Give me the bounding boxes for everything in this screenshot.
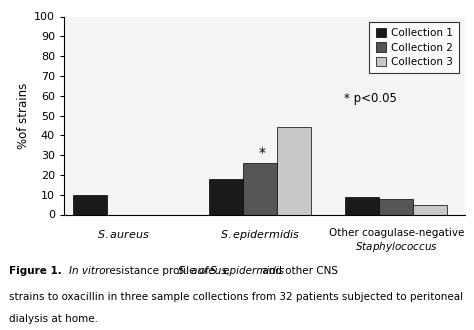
Text: *: * [258,146,265,160]
Bar [73,195,107,214]
Text: $\it{S. aureus}$: $\it{S. aureus}$ [97,228,150,240]
Text: strains to oxacillin in three sample collections from 32 patients subjected to p: strains to oxacillin in three sample col… [9,292,464,302]
Text: * p<0.05: * p<0.05 [344,92,397,105]
Text: S. aureus,: S. aureus, [178,266,230,276]
Text: Other coagulase-negative
$\it{Staphylococcus}$: Other coagulase-negative $\it{Staphyloco… [328,228,464,254]
Text: dialysis at home.: dialysis at home. [9,314,99,324]
Bar [379,199,413,214]
Text: and other CNS: and other CNS [259,266,338,276]
Legend: Collection 1, Collection 2, Collection 3: Collection 1, Collection 2, Collection 3 [369,22,459,73]
Bar [413,205,447,214]
Bar [243,163,277,215]
Bar [345,197,379,214]
Text: resistance profile of: resistance profile of [102,266,212,276]
Text: Figure 1.: Figure 1. [9,266,62,276]
Y-axis label: %of strains: %of strains [17,82,30,148]
Text: $\it{S. epidermidis}$: $\it{S. epidermidis}$ [220,228,300,242]
Text: In vitro: In vitro [69,266,105,276]
Bar [209,179,243,214]
Bar [277,127,311,214]
Text: S. epidermidis: S. epidermidis [210,266,284,276]
